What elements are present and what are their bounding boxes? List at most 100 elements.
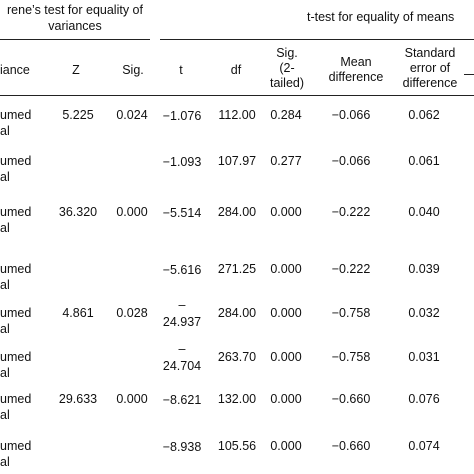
row-label-line: umed — [0, 262, 32, 276]
cell-se: 0.062 — [408, 108, 440, 122]
cell-mean: −0.222 — [331, 262, 371, 276]
col-header-variance: iance — [0, 63, 30, 77]
cell-se: 0.039 — [408, 262, 440, 276]
cell-t: – 24.704 — [157, 341, 207, 375]
cell-t-line: −1.093 — [162, 155, 202, 169]
row-label-line: umed — [0, 306, 32, 320]
header-bottom-rule — [0, 95, 474, 96]
row-label-line: umed — [0, 154, 32, 168]
mean-line-1: Mean — [340, 55, 372, 69]
cell-t: −8.621 — [157, 392, 207, 409]
row-label: umed al — [0, 261, 31, 293]
cell-sig2: 0.000 — [270, 205, 302, 219]
cell-t: −5.616 — [157, 262, 207, 279]
cell-t-line: 24.937 — [162, 315, 202, 329]
cell-mean: −0.758 — [331, 350, 371, 364]
cell-mean: −0.758 — [331, 306, 371, 320]
cell-se: 0.061 — [408, 154, 440, 168]
cell-t-line: 24.704 — [162, 359, 202, 373]
cell-sig2: 0.000 — [270, 262, 302, 276]
cell-t-line: – — [178, 298, 186, 312]
cell-df: 112.00 — [218, 108, 256, 122]
cell-t-line: −5.616 — [162, 263, 202, 277]
cell-mean: −0.660 — [331, 392, 371, 406]
cell-se: 0.040 — [408, 205, 440, 219]
row-label: umed al — [0, 107, 31, 139]
cell-df: 105.56 — [217, 439, 257, 453]
row-label-line: al — [0, 322, 10, 336]
row-label: umed al — [0, 391, 31, 423]
sig2-line-3: tailed) — [269, 76, 305, 90]
cell-t: −1.076 — [157, 108, 207, 125]
cell-mean: −0.222 — [331, 205, 371, 219]
cell-sig: 0.028 — [116, 306, 148, 320]
col-header-z: Z — [72, 63, 80, 77]
row-label-line: al — [0, 221, 10, 235]
cell-t-line: −5.514 — [162, 206, 202, 220]
se-line-2: error of — [409, 61, 451, 75]
cell-t-line: −1.076 — [162, 109, 202, 123]
cell-sig2: 0.277 — [270, 154, 302, 168]
cell-t: −8.938 — [157, 439, 207, 456]
row-label: umed al — [0, 438, 31, 470]
cell-sig2: 0.000 — [270, 392, 302, 406]
cell-t-line: −8.621 — [162, 393, 202, 407]
cell-sig: 0.000 — [116, 392, 148, 406]
row-label-line: umed — [0, 205, 32, 219]
se-line-1: Standard — [404, 46, 456, 60]
col-header-mean: Mean difference — [318, 55, 394, 85]
levene-header-line-2: variances — [48, 19, 102, 33]
cell-sig2: 0.000 — [270, 439, 302, 453]
cell-se: 0.031 — [408, 350, 440, 364]
header-top-rule-right — [160, 39, 474, 40]
col-header-se: Standard error of difference — [390, 46, 470, 91]
row-label-line: umed — [0, 392, 32, 406]
cell-se: 0.074 — [408, 439, 440, 453]
col-header-t: t — [179, 63, 183, 77]
levene-header-line-1: rene’s test for equality of — [7, 3, 143, 17]
row-label-line: umed — [0, 439, 32, 453]
sig2-line-1: Sig. — [276, 46, 298, 60]
cell-se: 0.032 — [408, 306, 440, 320]
row-label-line: umed — [0, 350, 32, 364]
row-label-line: al — [0, 455, 10, 469]
cell-z: 5.225 — [62, 108, 94, 122]
cell-df: 284.00 — [217, 205, 257, 219]
cell-df: 271.25 — [217, 262, 257, 276]
cell-sig2: 0.000 — [270, 350, 302, 364]
cell-sig2: 0.284 — [270, 108, 302, 122]
row-label: umed al — [0, 204, 31, 236]
col-header-df: df — [230, 63, 242, 77]
cell-t: −5.514 — [157, 205, 207, 222]
cell-df: 284.00 — [217, 306, 257, 320]
row-label-line: al — [0, 170, 10, 184]
cell-mean: −0.660 — [331, 439, 371, 453]
row-label-line: al — [0, 278, 10, 292]
cell-z: 4.861 — [62, 306, 94, 320]
cell-mean: −0.066 — [331, 108, 371, 122]
ttest-group-header: t-test for equality of means — [307, 10, 455, 24]
col-header-partial-rule — [464, 74, 474, 75]
row-label: umed al — [0, 305, 31, 337]
cell-z: 29.633 — [58, 392, 98, 406]
cell-se: 0.076 — [408, 392, 440, 406]
cell-sig: 0.024 — [116, 108, 148, 122]
se-line-3: difference — [402, 76, 458, 90]
mean-line-2: difference — [328, 70, 384, 84]
cell-df: 107.97 — [217, 154, 257, 168]
levene-group-header: rene’s test for equality of variances — [0, 2, 160, 34]
header-top-rule — [0, 39, 150, 40]
row-label-line: al — [0, 408, 10, 422]
cell-t: −1.093 — [157, 154, 207, 171]
cell-t: – 24.937 — [157, 297, 207, 331]
row-label: umed al — [0, 153, 31, 185]
cell-df: 263.70 — [217, 350, 257, 364]
row-label: umed al — [0, 349, 31, 381]
cell-mean: −0.066 — [331, 154, 371, 168]
cell-sig2: 0.000 — [270, 306, 302, 320]
cell-sig: 0.000 — [116, 205, 148, 219]
col-header-sig2: Sig. (2- tailed) — [264, 46, 310, 91]
row-label-line: al — [0, 366, 10, 380]
row-label-line: al — [0, 124, 10, 138]
cell-t-line: −8.938 — [162, 440, 202, 454]
